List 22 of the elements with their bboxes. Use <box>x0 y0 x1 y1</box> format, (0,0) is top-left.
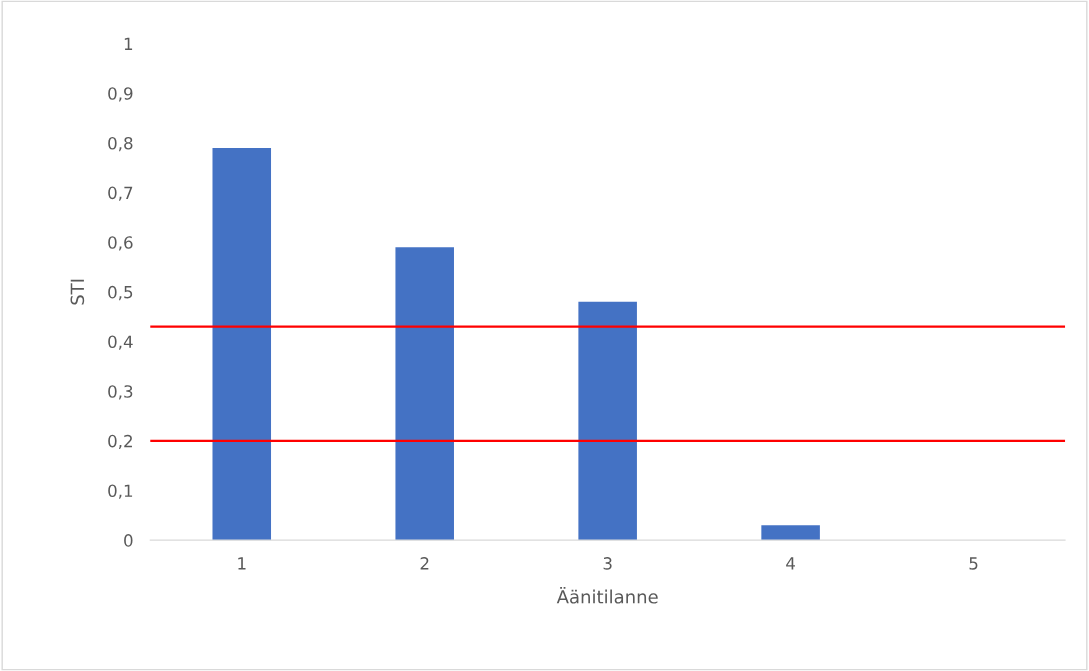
y-tick-label: 0,9 <box>108 87 133 102</box>
x-tick-label: 2 <box>420 557 429 570</box>
x-tick-label: 5 <box>969 557 978 570</box>
bar <box>395 247 454 541</box>
y-tick-label: 0,1 <box>108 484 133 499</box>
y-tick-label: 0,7 <box>108 186 133 201</box>
x-tick-label: 4 <box>786 557 795 570</box>
y-tick-label: 0,6 <box>108 236 133 251</box>
bar <box>761 525 820 541</box>
y-axis-title: STI <box>70 279 85 305</box>
y-tick-label: 0,2 <box>108 434 132 450</box>
y-tick-label: 1 <box>124 37 133 50</box>
y-tick-label: 0,4 <box>108 335 133 350</box>
y-tick-label: 0,5 <box>108 285 133 301</box>
x-tick-label: 1 <box>238 557 246 570</box>
bar <box>578 301 637 541</box>
y-tick-label: 0,8 <box>108 136 133 152</box>
y-tick-label: 0 <box>124 534 133 547</box>
x-tick-label: 3 <box>603 557 612 570</box>
y-tick-label: 0,3 <box>108 385 133 400</box>
bar <box>212 147 272 541</box>
x-axis-title: Äänitilanne <box>556 586 658 604</box>
